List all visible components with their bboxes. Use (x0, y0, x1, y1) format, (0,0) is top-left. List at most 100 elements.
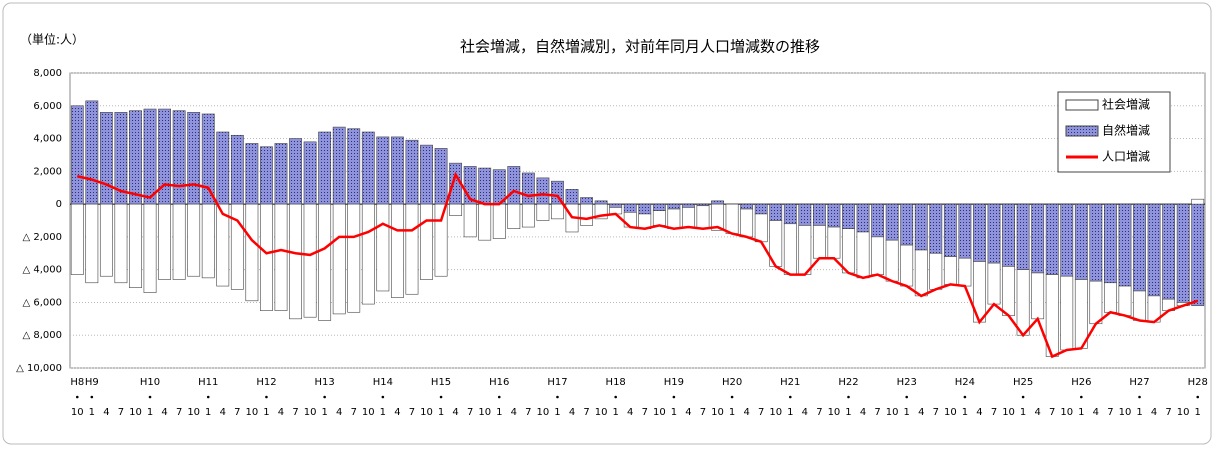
x-tick-label: 4 (1093, 407, 1099, 418)
bar (201, 203, 215, 279)
bar (973, 203, 986, 262)
year-dot (847, 395, 850, 399)
year-label: H15 (431, 377, 451, 388)
bar (230, 134, 244, 205)
bar (1104, 282, 1117, 313)
bar (332, 203, 346, 315)
bar (900, 203, 914, 246)
x-tick-label: 1 (612, 407, 618, 418)
year-label: H28 (1188, 377, 1208, 388)
x-tick-label: 10 (886, 407, 899, 418)
bar (463, 203, 477, 238)
x-tick-label: 10 (1119, 407, 1132, 418)
bar (1133, 290, 1146, 321)
bar (536, 203, 550, 221)
year-label: H9 (85, 377, 99, 388)
year-dot (265, 395, 268, 399)
bar (667, 208, 681, 229)
bar (725, 203, 739, 234)
bar (652, 210, 666, 226)
bar (274, 143, 288, 205)
bar (900, 244, 914, 287)
x-tick-label: 4 (569, 407, 575, 418)
bar (230, 203, 244, 290)
bar (216, 131, 230, 205)
bar (289, 138, 302, 205)
bar (871, 236, 885, 275)
x-tick-label: 1 (1136, 407, 1142, 418)
year-dot (1080, 395, 1083, 399)
bar (1133, 203, 1146, 292)
bar (303, 203, 317, 318)
plot-area: 8,000 6,000 4,000 2,000 0 △ 2,000 △ 4,000 △ 6,0… (16, 68, 1208, 418)
x-tick-label: 7 (292, 407, 298, 418)
bar (434, 203, 448, 277)
year-label: H12 (256, 377, 276, 388)
legend-label: 社会増減 (1102, 97, 1150, 112)
x-tick-label: 4 (918, 407, 924, 418)
bar (1118, 285, 1132, 316)
bar (1060, 275, 1074, 351)
bar (885, 239, 899, 282)
x-tick-label: 10 (246, 407, 259, 418)
x-tick-label: 1 (380, 407, 386, 418)
year-dot (148, 395, 152, 399)
y-tick-label: △ 4,000 (23, 265, 63, 276)
x-tick-label: 10 (653, 407, 666, 418)
bar (318, 203, 332, 321)
year-label: H19 (664, 377, 684, 388)
bar (842, 228, 855, 274)
year-label: H16 (489, 377, 509, 388)
bar (390, 203, 404, 298)
year-label: H24 (955, 377, 975, 388)
year-dot (672, 395, 676, 399)
bar (201, 113, 215, 205)
x-tick-label: 4 (511, 407, 517, 418)
line (77, 171, 1199, 359)
x-tick-label: 1 (263, 407, 269, 418)
x-tick-label: 1 (554, 407, 560, 418)
x-tick-label: 7 (583, 407, 589, 418)
y-tick-label: 8,000 (33, 68, 62, 79)
x-tick-label: 7 (1049, 407, 1055, 418)
bar (652, 203, 666, 211)
bar (754, 203, 768, 215)
x-tick-label: 4 (1034, 407, 1040, 418)
bar (987, 203, 1001, 264)
x-tick-label: 1 (729, 407, 735, 418)
bar (798, 203, 812, 226)
bar (594, 200, 608, 205)
bar (318, 131, 332, 205)
x-tick-label: 10 (1177, 407, 1190, 418)
x-tick-label: 1 (438, 407, 444, 418)
bar (260, 203, 273, 311)
bar (405, 139, 419, 205)
bar (274, 203, 288, 311)
x-tick-label: 10 (362, 407, 375, 418)
x-tick-label: 1 (904, 407, 910, 418)
bar (85, 203, 99, 284)
year-label: H22 (838, 377, 858, 388)
bar (521, 203, 535, 228)
bar (158, 203, 171, 280)
x-tick-label: 1 (496, 407, 502, 418)
bar (929, 203, 943, 254)
year-label: H18 (606, 377, 626, 388)
year-label: H13 (315, 377, 335, 388)
year-label: H11 (198, 377, 218, 388)
x-tick-label: 10 (187, 407, 200, 418)
bar (580, 197, 593, 205)
year-dot (1138, 395, 1141, 399)
x-tick-label: 10 (537, 407, 550, 418)
x-tick-label: 7 (351, 407, 357, 418)
x-tick-label: 4 (278, 407, 284, 418)
x-tick-label: 4 (802, 407, 808, 418)
bar (943, 203, 957, 257)
year-label: H21 (780, 377, 800, 388)
y-tick-label: 2,000 (33, 166, 62, 177)
bar (1031, 203, 1045, 274)
bar (827, 203, 841, 228)
bar (609, 203, 623, 208)
year-dot (90, 395, 94, 399)
x-tick-label: 1 (89, 407, 95, 418)
